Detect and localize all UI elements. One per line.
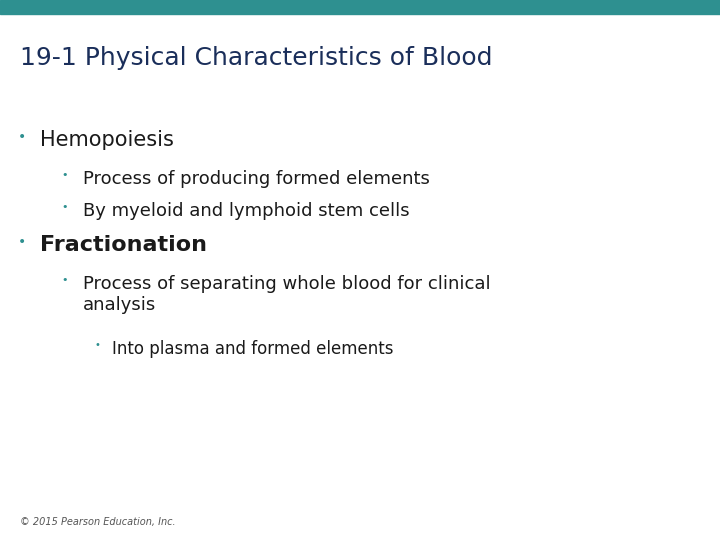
Text: •: • — [17, 235, 26, 249]
Text: Process of producing formed elements: Process of producing formed elements — [83, 170, 430, 188]
Text: Fractionation: Fractionation — [40, 235, 207, 255]
Text: •: • — [94, 340, 100, 350]
Text: © 2015 Pearson Education, Inc.: © 2015 Pearson Education, Inc. — [20, 516, 176, 526]
Text: Into plasma and formed elements: Into plasma and formed elements — [112, 340, 393, 358]
Text: Hemopoiesis: Hemopoiesis — [40, 130, 174, 150]
Text: •: • — [61, 275, 68, 286]
Text: 19-1 Physical Characteristics of Blood: 19-1 Physical Characteristics of Blood — [20, 46, 492, 70]
Text: Process of separating whole blood for clinical
analysis: Process of separating whole blood for cl… — [83, 275, 490, 314]
Text: •: • — [61, 202, 68, 213]
Bar — [0, 0, 720, 14]
Text: •: • — [17, 130, 26, 144]
Text: By myeloid and lymphoid stem cells: By myeloid and lymphoid stem cells — [83, 202, 410, 220]
Text: •: • — [61, 170, 68, 180]
